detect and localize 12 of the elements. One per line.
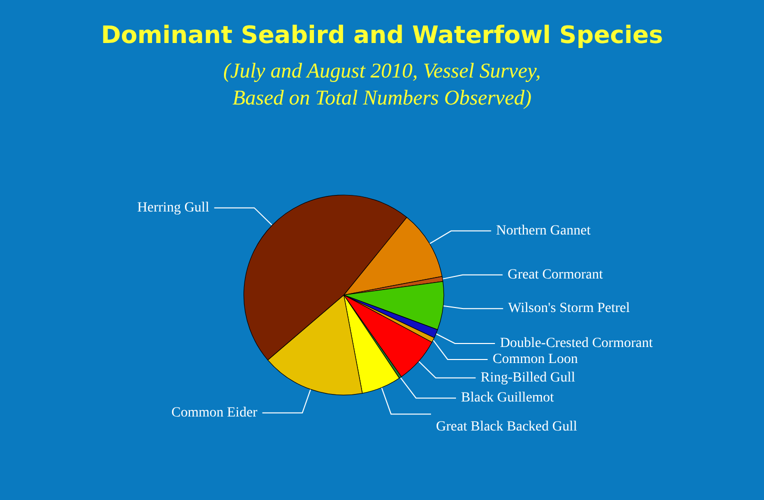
slice-label: Wilson's Storm Petrel: [508, 301, 630, 316]
slice-label: Great Black Backed Gull: [436, 419, 578, 434]
chart-title: Dominant Seabird and Waterfowl Species: [100, 21, 664, 49]
slice-label: Common Loon: [492, 352, 578, 367]
chart-subtitle: (July and August 2010, Vessel Survey, Based on Total Numbers Observed): [223, 58, 541, 110]
slice-label: Black Guillemot: [461, 390, 554, 406]
slice-label: Ring-Billed Gull: [480, 370, 576, 386]
slice-label: Double-Crested Cormorant: [500, 336, 653, 351]
slice-label: Common Eider: [171, 405, 258, 420]
slice-label: Herring Gull: [137, 200, 210, 216]
slice-label: Great Cormorant: [508, 267, 603, 282]
slice-label: Northern Gannet: [496, 223, 591, 238]
